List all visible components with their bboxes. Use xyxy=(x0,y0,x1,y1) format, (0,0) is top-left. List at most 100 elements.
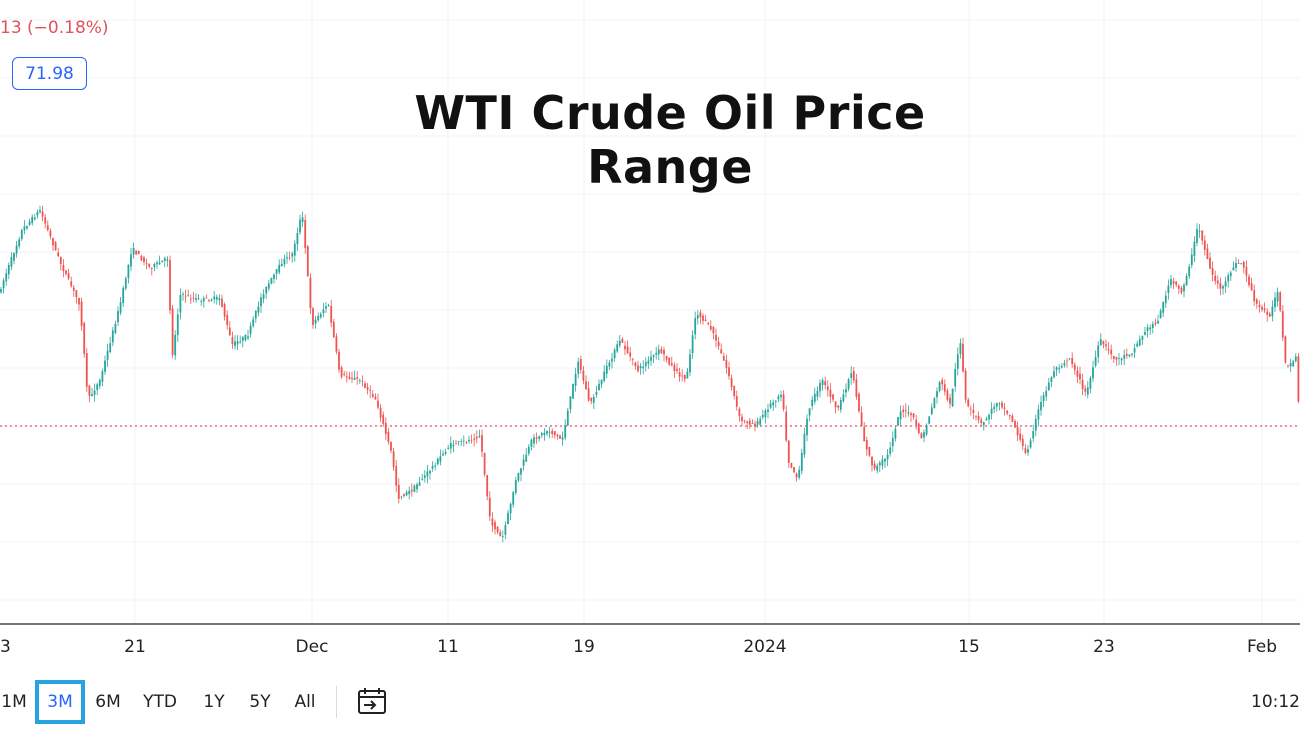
candle-body xyxy=(1047,382,1050,390)
range-button-1y[interactable]: 1Y xyxy=(203,692,225,712)
range-button-all[interactable]: All xyxy=(294,692,316,712)
candle-body xyxy=(808,408,811,416)
candle-body xyxy=(990,408,993,414)
candle-body xyxy=(72,287,75,291)
candle-body xyxy=(416,484,418,490)
candle-body xyxy=(1237,262,1240,264)
candle-body xyxy=(920,433,923,439)
candle-body xyxy=(150,268,153,270)
candle-body xyxy=(959,343,962,355)
candle-body xyxy=(221,298,223,307)
candle-body xyxy=(335,336,338,352)
candle-body xyxy=(832,394,834,400)
candle-body xyxy=(702,315,704,321)
candle-body xyxy=(301,217,304,222)
candle-body xyxy=(1274,297,1276,308)
candle-body xyxy=(1029,440,1032,448)
candle-body xyxy=(1001,402,1003,408)
range-button-5y[interactable]: 5Y xyxy=(249,692,271,712)
candle-body xyxy=(735,396,738,407)
candle-body xyxy=(1255,299,1258,304)
candle-body xyxy=(717,341,720,347)
x-tick-label: 21 xyxy=(124,637,146,657)
candle-body xyxy=(10,257,13,267)
candle-body xyxy=(215,296,218,300)
candle-body xyxy=(699,312,702,318)
candle-body xyxy=(522,459,525,466)
range-button-3m[interactable]: 3M xyxy=(35,680,85,724)
candle-body xyxy=(418,482,421,486)
candle-body xyxy=(1068,358,1071,360)
candle-body xyxy=(595,392,598,395)
clock-time[interactable]: 10:12 xyxy=(1251,692,1300,712)
candle-body xyxy=(598,383,600,391)
candle-body xyxy=(1060,365,1063,368)
candle-body xyxy=(496,526,499,533)
calendar-goto-icon[interactable] xyxy=(355,686,389,718)
candle-body xyxy=(800,452,803,471)
candle-body xyxy=(5,273,8,282)
candle-body xyxy=(1071,358,1074,365)
candle-body xyxy=(434,465,437,467)
candle-body xyxy=(283,259,286,265)
candle-body xyxy=(1146,327,1149,331)
candle-body xyxy=(1016,427,1019,436)
candle-body xyxy=(1149,327,1152,330)
candle-body xyxy=(98,379,101,387)
candle-body xyxy=(85,353,88,387)
candle-body xyxy=(733,385,736,397)
x-tick-label: 23 xyxy=(1093,637,1115,657)
candle-body xyxy=(395,466,398,486)
candle-body xyxy=(236,341,239,345)
candle-body xyxy=(1094,357,1097,366)
candle-body xyxy=(468,439,470,442)
candle-body xyxy=(855,379,858,397)
candle-body xyxy=(767,409,769,412)
range-button-6m[interactable]: 6M xyxy=(95,692,121,712)
candle-body xyxy=(1180,287,1183,293)
candle-body xyxy=(179,295,182,313)
candle-body xyxy=(1081,380,1084,389)
candle-body xyxy=(561,437,564,440)
candle-body xyxy=(483,452,486,475)
candle-body xyxy=(525,454,528,462)
candle-body xyxy=(449,442,452,449)
candle-body xyxy=(20,229,23,239)
candle-body xyxy=(605,365,608,374)
candle-body xyxy=(569,396,572,410)
range-button-ytd[interactable]: YTD xyxy=(143,692,177,712)
candle-body xyxy=(1141,336,1144,340)
candle-body xyxy=(795,473,798,478)
candle-body xyxy=(1222,286,1224,289)
candle-body xyxy=(863,427,866,442)
candle-body xyxy=(119,302,122,313)
candle-body xyxy=(759,418,762,425)
candle-body xyxy=(390,441,392,451)
candle-body xyxy=(93,390,96,395)
candle-body xyxy=(460,441,463,442)
candle-body xyxy=(189,298,192,300)
candle-body xyxy=(410,489,413,492)
candle-body xyxy=(681,375,684,377)
candle-body xyxy=(860,412,863,427)
candle-body xyxy=(1172,280,1175,284)
candle-body xyxy=(540,433,543,436)
candle-body xyxy=(338,351,340,370)
candle-body xyxy=(1053,371,1055,378)
candle-body xyxy=(1055,367,1058,371)
candle-body xyxy=(993,406,996,410)
candle-body xyxy=(421,479,424,480)
candle-body xyxy=(288,257,291,259)
candle-body xyxy=(850,373,853,378)
candle-body xyxy=(787,440,790,463)
candle-body xyxy=(1159,310,1162,319)
candle-body xyxy=(842,394,845,402)
candle-body xyxy=(1092,367,1094,379)
candle-body xyxy=(124,278,127,289)
candle-body xyxy=(1151,323,1154,329)
range-button-1m[interactable]: 1M xyxy=(1,692,27,712)
x-tick-label: Feb xyxy=(1247,637,1277,657)
candle-body xyxy=(137,251,140,254)
candle-body xyxy=(501,536,504,537)
